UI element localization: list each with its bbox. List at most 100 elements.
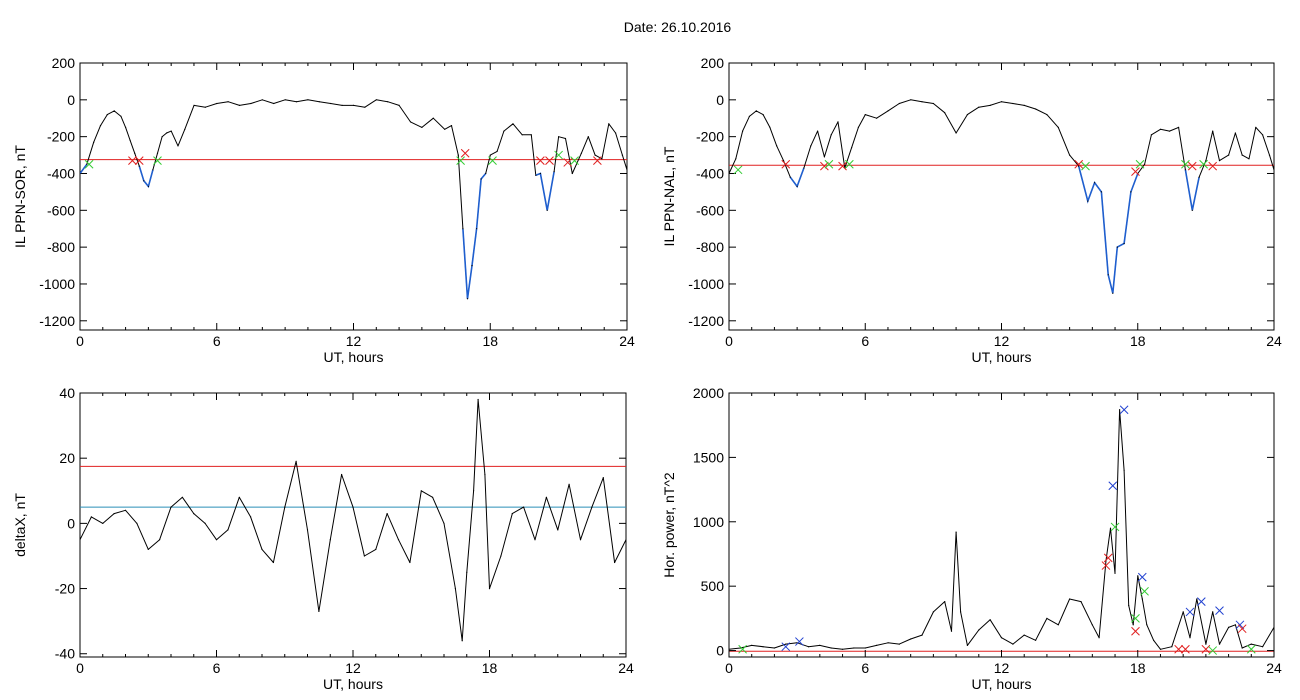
data-point (1262, 646, 1264, 648)
data-point (851, 147, 853, 149)
data-point (876, 117, 878, 119)
data-point (978, 106, 980, 108)
y-tick-label: 200 (701, 55, 725, 71)
data-point (1273, 626, 1274, 628)
data-point (1144, 163, 1146, 165)
data-point (250, 516, 252, 518)
data-point (751, 644, 753, 647)
below-threshold-segment (535, 171, 555, 211)
marker-red (838, 161, 847, 171)
data-point (1228, 626, 1230, 629)
data-point (432, 496, 434, 498)
data-point (193, 104, 195, 106)
marker-red (563, 158, 573, 167)
data-point (580, 152, 583, 154)
marker-red (1074, 159, 1084, 169)
x-axis-label: UT, hours (972, 676, 1032, 692)
data-point (170, 506, 172, 508)
y-tick-label: -800 (47, 239, 75, 255)
data-point (579, 539, 582, 541)
data-point (450, 125, 453, 127)
data-point (944, 112, 946, 114)
data-point (1184, 169, 1186, 171)
data-point (944, 601, 946, 603)
panel-hor-power: 0 6 12 18 24 0 500 1000 1500 2000 UT, hours Hor. po… (661, 385, 1282, 692)
y-axis-label: IL PPN-SOR, nT (12, 145, 28, 248)
plot-area (80, 99, 627, 300)
series-line (80, 399, 626, 642)
data-point (546, 209, 548, 211)
data-point (261, 548, 263, 551)
data-point (177, 145, 179, 147)
data-point (876, 644, 878, 647)
data-point (626, 169, 627, 171)
data-point (1098, 637, 1100, 639)
data-point (625, 539, 626, 541)
data-point (375, 548, 377, 551)
data-point (159, 539, 161, 541)
data-point (1212, 130, 1214, 132)
data-point (1080, 601, 1082, 603)
marker-green (845, 159, 854, 169)
data-point (887, 110, 889, 112)
marker-green (1131, 614, 1140, 623)
data-point (748, 115, 751, 117)
marker-blue (1235, 620, 1245, 630)
data-point (1023, 104, 1025, 106)
marker-red (820, 161, 829, 171)
x-tick-label: 18 (482, 660, 498, 676)
data-point (830, 134, 832, 136)
data-point (352, 506, 354, 508)
data-point (432, 117, 434, 119)
data-point (955, 531, 957, 533)
marker-green (824, 159, 834, 169)
marker-blue (1108, 481, 1118, 491)
data-point (444, 128, 446, 130)
data-point (1248, 158, 1250, 160)
data-point (841, 648, 844, 650)
data-point (386, 513, 388, 515)
y-tick-label: -600 (696, 202, 724, 218)
marker-blue (1137, 572, 1147, 582)
data-point (80, 172, 81, 175)
data-point (500, 555, 502, 557)
data-point (138, 165, 140, 167)
y-tick-label: 0 (67, 92, 75, 108)
data-point (1094, 182, 1096, 184)
data-point (1212, 611, 1214, 613)
data-point (1091, 624, 1093, 626)
data-point (204, 106, 206, 108)
data-point (523, 506, 525, 508)
data-point (978, 629, 980, 631)
data-point (534, 539, 536, 541)
data-point (420, 490, 422, 492)
data-point (1141, 598, 1143, 600)
marker-blue (1119, 405, 1129, 415)
data-point (375, 99, 377, 101)
data-point (989, 104, 991, 106)
data-point (476, 228, 478, 230)
data-point (86, 163, 88, 165)
data-point (932, 611, 935, 613)
data-point (1012, 102, 1014, 105)
data-point (796, 185, 798, 187)
data-point (1119, 409, 1121, 411)
x-tick-label: 24 (1266, 333, 1282, 349)
data-point (1087, 200, 1089, 202)
data-point (1069, 598, 1071, 600)
data-point (1234, 132, 1236, 134)
data-point (1234, 624, 1236, 626)
data-point (511, 513, 513, 515)
data-point (1241, 647, 1243, 649)
data-point (608, 123, 610, 125)
data-point (466, 298, 469, 300)
data-point (409, 561, 411, 564)
y-tick-label: -600 (47, 202, 75, 218)
data-point (921, 101, 923, 103)
data-point (273, 102, 275, 105)
y-tick-label: -1000 (39, 276, 75, 292)
data-point (823, 156, 826, 158)
marker-red (134, 156, 144, 165)
data-point (152, 169, 154, 171)
data-point (817, 130, 819, 132)
